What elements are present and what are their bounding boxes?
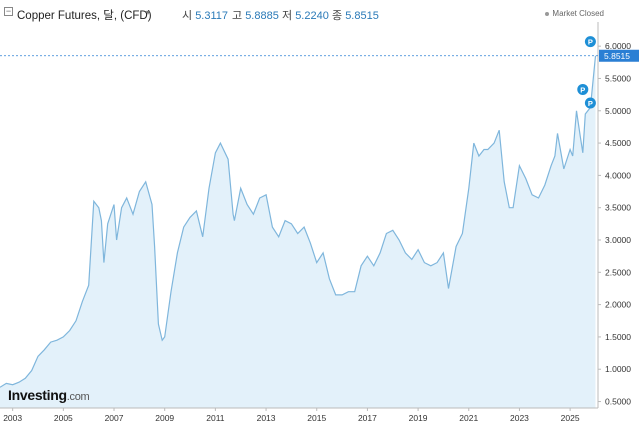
x-tick-label: 2009 (155, 413, 174, 423)
x-axis: 2003 2005 2007 2009 2011 2013 2015 2017 2019 2021… (3, 408, 580, 423)
y-tick-label: 3.5000 (605, 203, 631, 213)
y-tick-label: 2.0000 (605, 300, 631, 310)
x-tick-label: 2005 (54, 413, 73, 423)
y-axis: 0.5000 1.0000 1.5000 2.0000 2.5000 3.0000 3.50… (598, 41, 631, 407)
x-tick-label: 2025 (561, 413, 580, 423)
event-marker-circle (577, 83, 589, 95)
chart-header: − Copper Futures, 달, (CFD) ▾ 시 5.3117 고 … (0, 0, 640, 26)
current-price-label: 5.8515 (604, 51, 630, 61)
event-marker-icon: P (584, 97, 596, 109)
y-tick-label: 5.0000 (605, 106, 631, 116)
x-tick-label: 2007 (105, 413, 124, 423)
event-marker-glyph: P (588, 38, 593, 47)
event-marker-icon: P (577, 83, 589, 95)
y-tick-label: 5.5000 (605, 73, 631, 83)
y-tick-label: 2.5000 (605, 267, 631, 277)
status-dot-icon (545, 11, 550, 16)
market-status: Market Closed (545, 9, 604, 18)
event-marker-glyph: P (580, 85, 585, 94)
x-tick-label: 2021 (459, 413, 478, 423)
y-tick-label: 4.5000 (605, 138, 631, 148)
x-tick-label: 2013 (257, 413, 276, 423)
y-tick-label: 4.0000 (605, 170, 631, 180)
y-tick-label: 0.5000 (605, 397, 631, 407)
instrument-title: Copper Futures, 달, (CFD) (17, 10, 152, 22)
x-tick-label: 2011 (206, 413, 225, 423)
event-marker-circle (584, 36, 596, 48)
collapse-icon[interactable]: − (4, 6, 13, 16)
investing-logo[interactable]: Investing.com (8, 387, 90, 403)
current-price-badge (599, 49, 639, 62)
y-tick-label: 3.0000 (605, 235, 631, 245)
area-fill (0, 55, 596, 409)
high-value: 고 5.8885 (232, 10, 279, 22)
y-tick-label: 1.0000 (605, 364, 631, 374)
chevron-down-icon[interactable]: ▾ (146, 8, 151, 17)
event-marker-glyph: P (588, 99, 593, 108)
x-tick-label: 2023 (510, 413, 529, 423)
x-tick-label: 2015 (307, 413, 326, 423)
x-tick-label: 2019 (409, 413, 428, 423)
x-tick-label: 2003 (3, 413, 22, 423)
price-line (0, 55, 597, 388)
low-value: 저 5.2240 (282, 10, 329, 22)
event-markers: PPP (577, 36, 596, 109)
x-tick-label: 2017 (358, 413, 377, 423)
y-tick-label: 6.0000 (605, 41, 631, 51)
event-marker-circle (584, 97, 596, 109)
close-value: 종 5.8515 (332, 10, 379, 22)
y-tick-label: 1.5000 (605, 332, 631, 342)
event-marker-icon: P (584, 36, 596, 48)
open-value: 시 5.3117 (182, 10, 229, 22)
